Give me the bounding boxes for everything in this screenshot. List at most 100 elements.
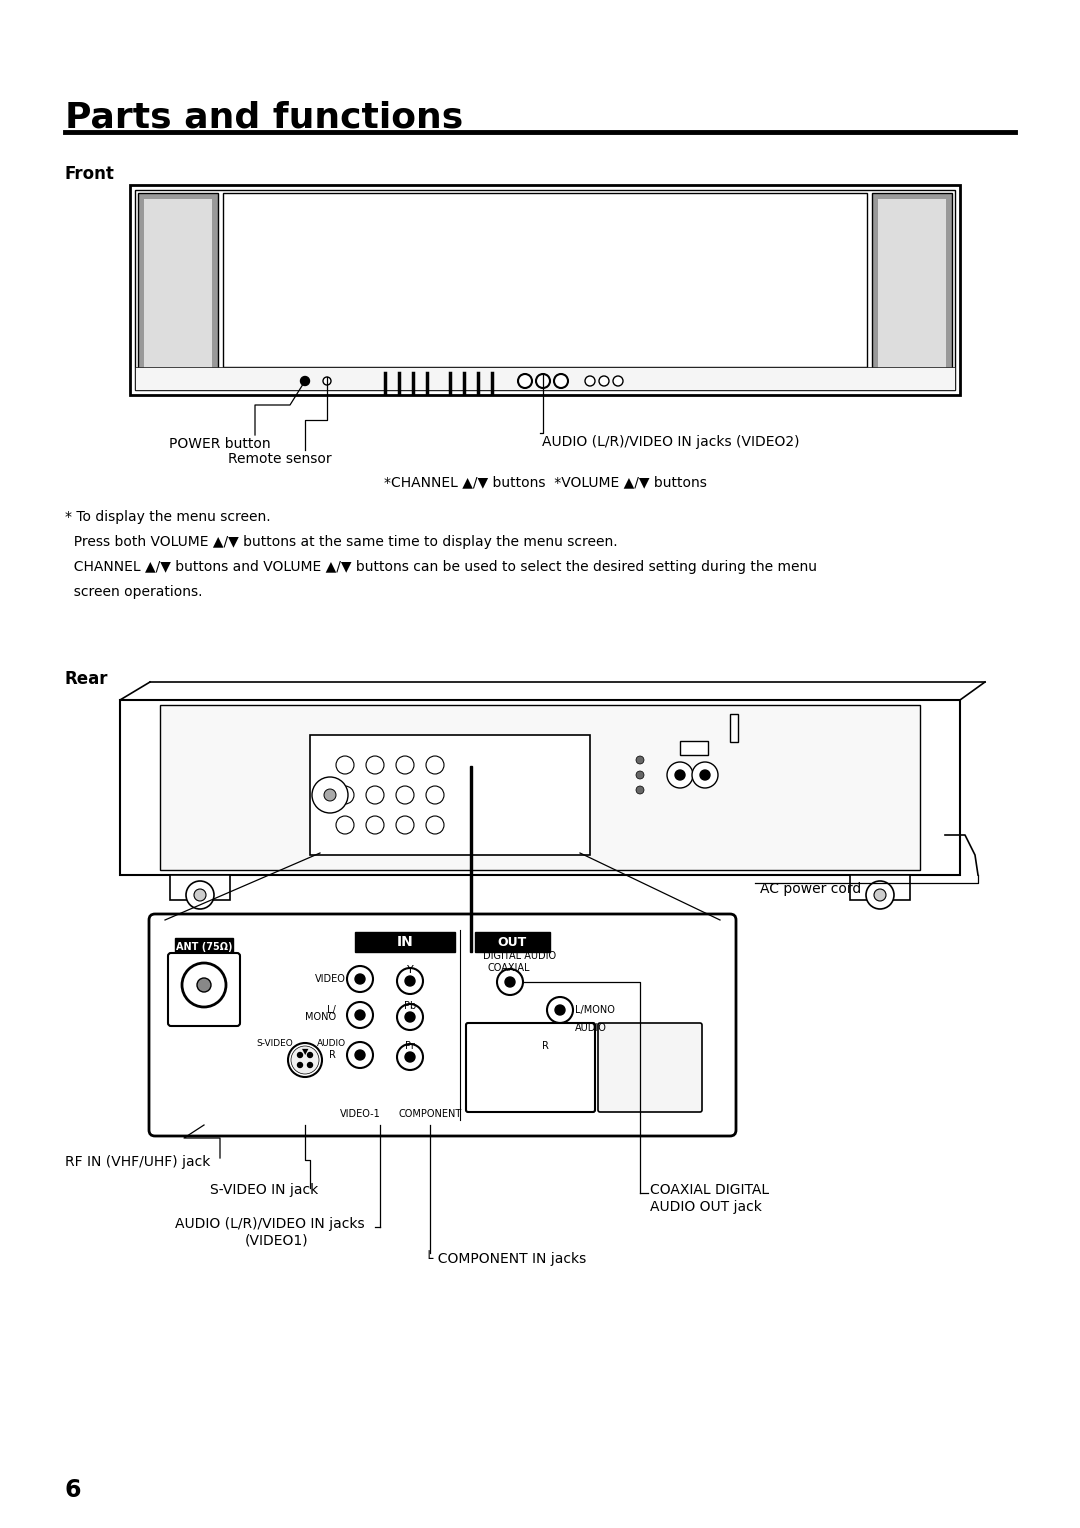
- Text: L/MONO: L/MONO: [575, 1005, 615, 1015]
- FancyBboxPatch shape: [168, 953, 240, 1025]
- Circle shape: [667, 762, 693, 788]
- Circle shape: [866, 882, 894, 909]
- Circle shape: [426, 756, 444, 775]
- Circle shape: [397, 1004, 423, 1030]
- Text: POWER button: POWER button: [170, 437, 271, 451]
- Circle shape: [397, 969, 423, 995]
- Text: COMPONENT: COMPONENT: [399, 1109, 461, 1118]
- Text: └ COMPONENT IN jacks: └ COMPONENT IN jacks: [426, 1250, 586, 1265]
- Circle shape: [324, 788, 336, 801]
- Bar: [144, 199, 212, 380]
- Circle shape: [300, 376, 310, 385]
- Text: Rear: Rear: [65, 669, 108, 688]
- Text: 6: 6: [65, 1478, 81, 1502]
- Bar: [310, 735, 590, 856]
- Text: Pb: Pb: [404, 1001, 416, 1012]
- Text: VIDEO-1: VIDEO-1: [339, 1109, 380, 1118]
- Circle shape: [405, 976, 415, 986]
- Circle shape: [291, 1047, 319, 1074]
- Text: Y: Y: [407, 966, 414, 975]
- Circle shape: [405, 1051, 415, 1062]
- Circle shape: [396, 816, 414, 834]
- Text: AUDIO: AUDIO: [318, 1039, 346, 1048]
- Circle shape: [555, 1005, 565, 1015]
- Text: OUT: OUT: [498, 935, 527, 949]
- Circle shape: [546, 1038, 573, 1063]
- Text: DIGITAL AUDIO: DIGITAL AUDIO: [484, 950, 556, 961]
- Circle shape: [636, 756, 644, 764]
- Circle shape: [636, 772, 644, 779]
- FancyBboxPatch shape: [465, 1024, 595, 1112]
- Circle shape: [397, 1044, 423, 1070]
- Text: MONO: MONO: [305, 1012, 336, 1022]
- Text: (VIDEO1): (VIDEO1): [245, 1235, 309, 1248]
- FancyBboxPatch shape: [149, 914, 735, 1135]
- Text: AUDIO (L/R)/VIDEO IN jacks: AUDIO (L/R)/VIDEO IN jacks: [175, 1216, 365, 1232]
- Text: AUDIO OUT jack: AUDIO OUT jack: [650, 1199, 761, 1215]
- Circle shape: [297, 1053, 302, 1057]
- Circle shape: [183, 963, 226, 1007]
- Text: COAXIAL: COAXIAL: [487, 963, 530, 973]
- Circle shape: [555, 1045, 565, 1054]
- Text: R: R: [542, 1041, 549, 1051]
- Circle shape: [675, 770, 685, 779]
- Bar: [730, 714, 738, 743]
- Circle shape: [585, 376, 595, 387]
- Circle shape: [186, 882, 214, 909]
- Circle shape: [366, 756, 384, 775]
- Circle shape: [308, 1053, 312, 1057]
- Text: CHANNEL ▲/▼ buttons and VOLUME ▲/▼ buttons can be used to select the desired set: CHANNEL ▲/▼ buttons and VOLUME ▲/▼ butto…: [65, 559, 816, 575]
- Circle shape: [312, 778, 348, 813]
- Circle shape: [355, 1050, 365, 1060]
- Bar: [878, 199, 946, 380]
- Bar: [355, 932, 455, 952]
- Circle shape: [554, 374, 568, 388]
- Circle shape: [323, 377, 330, 385]
- Circle shape: [396, 756, 414, 775]
- Circle shape: [518, 374, 532, 388]
- Circle shape: [636, 785, 644, 795]
- Text: Front: Front: [65, 165, 114, 183]
- Bar: [120, 700, 960, 876]
- Bar: [135, 189, 955, 390]
- Circle shape: [336, 785, 354, 804]
- Text: AC power cord: AC power cord: [760, 882, 861, 895]
- Circle shape: [505, 976, 515, 987]
- Bar: [222, 193, 867, 367]
- Text: S-VIDEO: S-VIDEO: [256, 1039, 293, 1048]
- Text: screen operations.: screen operations.: [65, 585, 203, 599]
- Circle shape: [396, 785, 414, 804]
- Circle shape: [366, 816, 384, 834]
- Circle shape: [336, 816, 354, 834]
- Text: ▼: ▼: [301, 1048, 308, 1056]
- Bar: [175, 938, 233, 957]
- Circle shape: [426, 785, 444, 804]
- Text: Remote sensor: Remote sensor: [228, 452, 332, 466]
- Circle shape: [599, 376, 609, 387]
- Text: Press both VOLUME ▲/▼ buttons at the same time to display the menu screen.: Press both VOLUME ▲/▼ buttons at the sam…: [65, 535, 618, 549]
- Circle shape: [355, 1010, 365, 1021]
- Bar: [170, 876, 230, 900]
- Circle shape: [347, 1002, 373, 1028]
- Bar: [470, 766, 472, 952]
- Text: IN: IN: [396, 935, 414, 949]
- Bar: [160, 704, 920, 869]
- Bar: [680, 741, 708, 755]
- Circle shape: [336, 756, 354, 775]
- Circle shape: [347, 1042, 373, 1068]
- Text: L/: L/: [327, 1005, 336, 1015]
- Text: Pr: Pr: [405, 1041, 415, 1051]
- Circle shape: [297, 1062, 302, 1068]
- Text: VIDEO: VIDEO: [315, 973, 346, 984]
- Circle shape: [308, 1062, 312, 1068]
- Circle shape: [355, 973, 365, 984]
- Circle shape: [405, 1012, 415, 1022]
- Bar: [135, 367, 955, 390]
- Circle shape: [874, 889, 886, 902]
- FancyBboxPatch shape: [598, 1024, 702, 1112]
- Circle shape: [700, 770, 710, 779]
- Circle shape: [536, 374, 550, 388]
- Circle shape: [692, 762, 718, 788]
- Circle shape: [426, 816, 444, 834]
- Text: * To display the menu screen.: * To display the menu screen.: [65, 510, 271, 524]
